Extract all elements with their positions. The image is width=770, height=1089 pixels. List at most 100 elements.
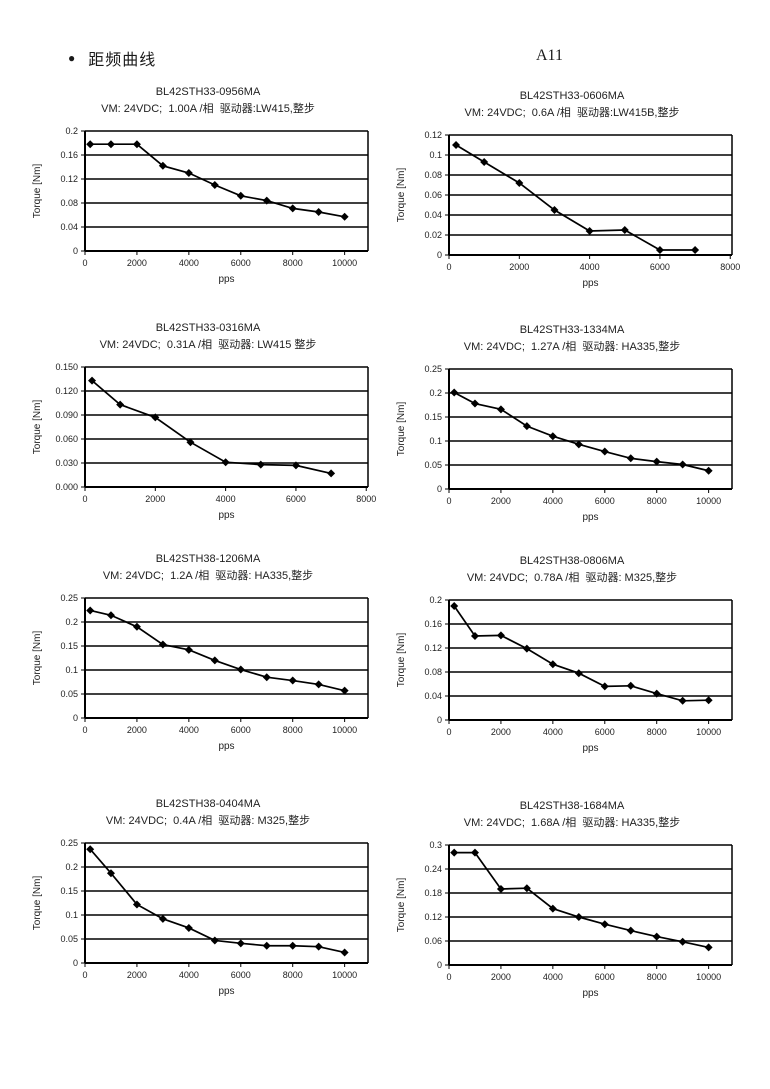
svg-text:8000: 8000	[647, 972, 667, 982]
svg-text:Torque [Nm]: Torque [Nm]	[396, 402, 407, 457]
svg-text:10000: 10000	[332, 258, 357, 268]
svg-text:0.05: 0.05	[60, 934, 78, 944]
svg-text:0.24: 0.24	[424, 864, 442, 874]
svg-text:0.1: 0.1	[429, 150, 442, 160]
svg-text:6000: 6000	[231, 970, 251, 980]
chart-title: BL42STH38-1206MA	[155, 553, 261, 565]
svg-text:0.15: 0.15	[424, 412, 442, 422]
svg-text:0: 0	[446, 727, 451, 737]
svg-text:0: 0	[437, 960, 442, 970]
svg-text:8000: 8000	[720, 262, 740, 272]
chart-subtitle: VM: 24VDC; 0.31A /相 驱动器: LW415 整步	[99, 339, 317, 351]
svg-text:0.1: 0.1	[429, 436, 442, 446]
svg-text:Torque [Nm]: Torque [Nm]	[32, 400, 43, 455]
svg-text:0.12: 0.12	[424, 912, 442, 922]
svg-text:0.3: 0.3	[429, 840, 442, 850]
svg-text:pps: pps	[582, 512, 598, 523]
svg-text:4000: 4000	[179, 258, 199, 268]
svg-text:0.02: 0.02	[424, 230, 442, 240]
svg-text:0.04: 0.04	[424, 691, 442, 701]
svg-text:6000: 6000	[231, 725, 251, 735]
svg-text:0: 0	[437, 484, 442, 494]
svg-text:0.1: 0.1	[65, 910, 78, 920]
svg-text:0.1: 0.1	[65, 665, 78, 675]
svg-text:2000: 2000	[127, 258, 147, 268]
svg-text:0: 0	[82, 970, 87, 980]
page-number: A11	[536, 47, 563, 64]
torque-curve-chart: 0 0.04 0.08 0.12 0.16 0.2 0 2000 4000 6000 8000 100…	[396, 595, 733, 754]
chart-title: BL42STH33-0606MA	[519, 90, 625, 102]
chart-subtitle: VM: 24VDC; 0.78A /相 驱动器: M325,整步	[466, 572, 678, 584]
svg-text:2000: 2000	[127, 725, 147, 735]
svg-text:0.120: 0.120	[55, 386, 78, 396]
svg-text:2000: 2000	[491, 972, 511, 982]
svg-text:Torque [Nm]: Torque [Nm]	[32, 876, 43, 931]
svg-text:10000: 10000	[696, 972, 721, 982]
svg-text:0: 0	[73, 713, 78, 723]
svg-text:0.000: 0.000	[55, 482, 78, 492]
chart-panel-bl42sth33-0606ma: BL42STH33-0606MA VM: 24VDC; 0.6A /相 驱动器:…	[392, 90, 752, 295]
torque-curve-chart: 0 0.05 0.1 0.15 0.2 0.25 0 2000 4000 6000 8000 1000…	[32, 593, 369, 752]
chart-title: BL42STH38-0404MA	[155, 798, 261, 810]
svg-text:0.12: 0.12	[424, 130, 442, 140]
svg-text:6000: 6000	[595, 972, 615, 982]
svg-text:0.15: 0.15	[60, 886, 78, 896]
svg-text:0.16: 0.16	[60, 150, 78, 160]
svg-text:0.060: 0.060	[55, 434, 78, 444]
svg-text:0.08: 0.08	[424, 170, 442, 180]
chart-title: BL42STH33-1334MA	[519, 324, 625, 336]
chart-panel-bl42sth38-1206ma: BL42STH38-1206MA VM: 24VDC; 1.2A /相 驱动器:…	[28, 553, 388, 758]
chart-subtitle: VM: 24VDC; 0.4A /相 驱动器: M325,整步	[105, 815, 311, 827]
svg-text:0: 0	[446, 262, 451, 272]
svg-text:4000: 4000	[179, 725, 199, 735]
chart-title: BL42STH33-0316MA	[155, 322, 261, 334]
svg-text:0.04: 0.04	[424, 210, 442, 220]
chart-panel-bl42sth38-0404ma: BL42STH38-0404MA VM: 24VDC; 0.4A /相 驱动器:…	[28, 798, 388, 1003]
svg-text:pps: pps	[218, 510, 234, 521]
svg-text:8000: 8000	[356, 494, 376, 504]
svg-text:0.08: 0.08	[424, 667, 442, 677]
svg-text:2000: 2000	[491, 496, 511, 506]
svg-text:0: 0	[437, 250, 442, 260]
svg-text:Torque [Nm]: Torque [Nm]	[396, 633, 407, 688]
svg-text:0.2: 0.2	[65, 862, 78, 872]
svg-text:0.25: 0.25	[60, 838, 78, 848]
svg-text:pps: pps	[218, 986, 234, 997]
svg-text:0: 0	[82, 258, 87, 268]
svg-text:0.15: 0.15	[60, 641, 78, 651]
svg-text:0: 0	[73, 958, 78, 968]
bullet-icon: ●	[68, 51, 77, 65]
torque-curve-chart: 0.000 0.030 0.060 0.090 0.120 0.150 0 2000 4000 6…	[32, 362, 376, 521]
chart-subtitle: VM: 24VDC; 1.68A /相 驱动器: HA335,整步	[463, 817, 681, 829]
svg-text:0: 0	[437, 715, 442, 725]
svg-text:8000: 8000	[647, 727, 667, 737]
chart-subtitle: VM: 24VDC; 0.6A /相 驱动器:LW415B,整步	[464, 107, 680, 119]
svg-text:0: 0	[82, 725, 87, 735]
svg-text:2000: 2000	[127, 970, 147, 980]
svg-text:0: 0	[446, 496, 451, 506]
svg-text:pps: pps	[582, 743, 598, 754]
svg-text:pps: pps	[218, 274, 234, 285]
svg-text:6000: 6000	[595, 496, 615, 506]
torque-curve-chart: 0 0.02 0.04 0.06 0.08 0.1 0.12 0 2000 4000 6000 800…	[396, 130, 740, 289]
chart-panel-bl42sth33-0956ma: BL42STH33-0956MA VM: 24VDC; 1.00A /相 驱动器…	[28, 86, 388, 291]
svg-text:4000: 4000	[580, 262, 600, 272]
svg-text:10000: 10000	[696, 727, 721, 737]
svg-text:2000: 2000	[491, 727, 511, 737]
section-title: 距频曲线	[88, 52, 157, 69]
svg-text:4000: 4000	[543, 727, 563, 737]
svg-text:0.2: 0.2	[65, 126, 78, 136]
svg-text:pps: pps	[582, 988, 598, 999]
svg-text:6000: 6000	[286, 494, 306, 504]
svg-text:0: 0	[73, 246, 78, 256]
svg-text:0.150: 0.150	[55, 362, 78, 372]
svg-text:8000: 8000	[647, 496, 667, 506]
svg-text:0.25: 0.25	[424, 364, 442, 374]
svg-text:0.06: 0.06	[424, 936, 442, 946]
svg-text:2000: 2000	[145, 494, 165, 504]
torque-curve-chart: 0 0.05 0.1 0.15 0.2 0.25 0 2000 4000 6000 8000 1000…	[32, 838, 369, 997]
svg-text:0.16: 0.16	[424, 619, 442, 629]
svg-text:0.06: 0.06	[424, 190, 442, 200]
chart-subtitle: VM: 24VDC; 1.27A /相 驱动器: HA335,整步	[463, 341, 681, 353]
svg-text:0.18: 0.18	[424, 888, 442, 898]
